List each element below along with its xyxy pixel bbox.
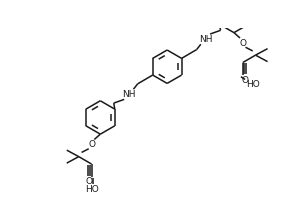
Text: O: O: [86, 177, 93, 186]
Text: O: O: [239, 39, 246, 48]
Text: O: O: [88, 140, 95, 149]
Text: NH: NH: [199, 35, 212, 44]
Text: O: O: [242, 76, 248, 85]
Text: NH: NH: [122, 90, 135, 99]
Text: HO: HO: [85, 185, 98, 194]
Text: HO: HO: [246, 80, 260, 89]
